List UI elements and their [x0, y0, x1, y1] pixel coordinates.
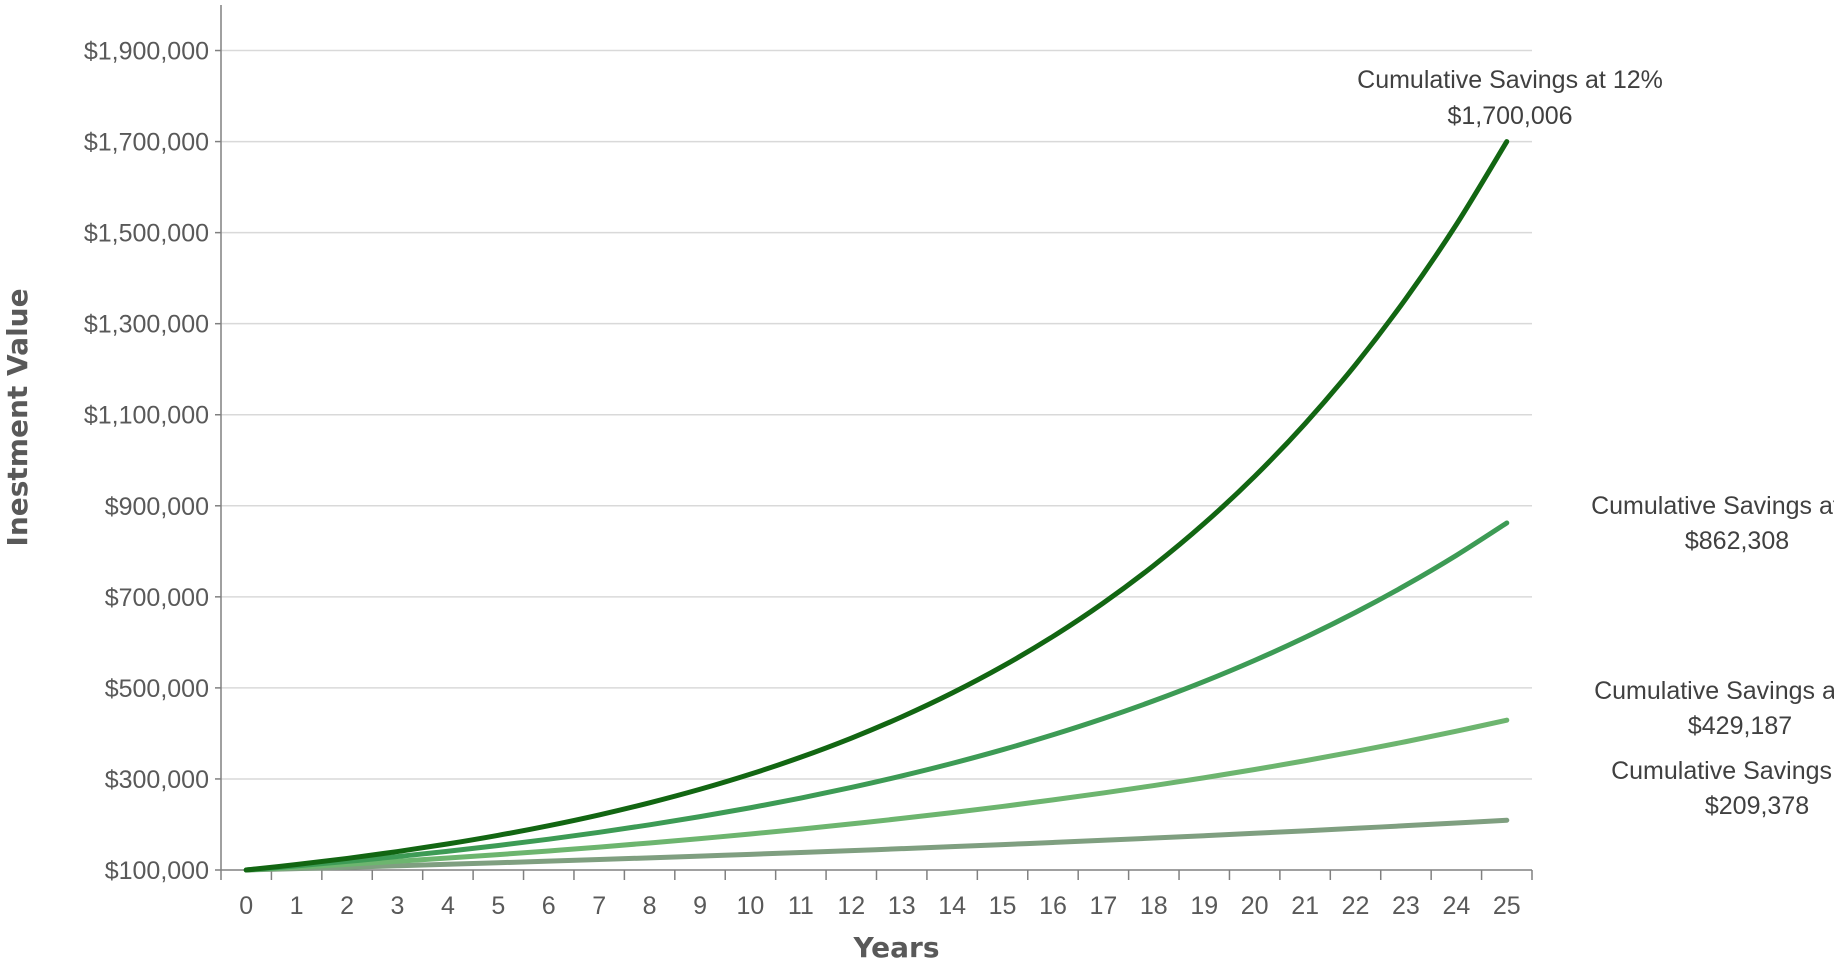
x-tick-label: 22 [1342, 892, 1370, 920]
x-tick-label: 14 [938, 892, 966, 920]
y-tick-label: $300,000 [105, 766, 209, 794]
x-tick-label: 20 [1241, 892, 1269, 920]
x-tick-label: 2 [340, 892, 354, 920]
x-tick-label: 21 [1291, 892, 1319, 920]
x-tick-label: 12 [837, 892, 865, 920]
gridlines [221, 49, 1532, 780]
series-line [243, 139, 1510, 873]
x-tick-label: 4 [441, 892, 455, 920]
x-tick-label: 3 [391, 892, 405, 920]
series-end-label: Cumulative Savings at 3% [1611, 757, 1834, 785]
y-tick-label: $1,300,000 [84, 311, 209, 339]
y-tick-label: $500,000 [105, 675, 209, 703]
x-tick-label: 24 [1442, 892, 1470, 920]
x-tick-label: 16 [1039, 892, 1067, 920]
series-line [243, 520, 1510, 873]
series-end-value: $862,308 [1685, 527, 1789, 555]
x-tick-label: 7 [592, 892, 606, 920]
y-tick-label: $1,700,000 [84, 129, 209, 157]
series-end-labels: Cumulative Savings at 3% $209,378 Cumulati… [1357, 66, 1834, 820]
x-tick-label: 18 [1140, 892, 1168, 920]
x-tick-label: 25 [1493, 892, 1521, 920]
series-end-label: Cumulative Savings at 6% [1594, 677, 1834, 705]
series-end-label: Cumulative Savings at 9% [1591, 492, 1834, 520]
x-tick-label: 15 [989, 892, 1017, 920]
y-tick-label: $1,900,000 [84, 38, 209, 66]
y-tick-label: $1,500,000 [84, 220, 209, 248]
x-tick-label: 1 [290, 892, 304, 920]
x-tick-label: 10 [737, 892, 765, 920]
series-lines [243, 139, 1510, 873]
x-tick-label: 11 [788, 892, 814, 920]
series-line [243, 717, 1510, 873]
series-line [243, 817, 1510, 873]
y-axis-title: Inestment Value [1, 288, 34, 546]
axes: $100,000 $300,000 $500,000 $700,000 $900,000… [84, 5, 1533, 920]
x-tick-label: 6 [542, 892, 556, 920]
y-tick-label: $1,100,000 [84, 402, 209, 430]
x-tick-label: 8 [643, 892, 657, 920]
series-end-value: $1,700,006 [1447, 102, 1572, 130]
x-tick-label: 9 [693, 892, 707, 920]
y-tick-label: $700,000 [105, 584, 209, 612]
x-tick-label: 13 [888, 892, 916, 920]
y-tick-label: $100,000 [105, 857, 209, 885]
x-tick-label: 19 [1190, 892, 1218, 920]
x-tick-label: 23 [1392, 892, 1420, 920]
x-axis-title: Years [852, 931, 939, 964]
series-end-value: $209,378 [1705, 792, 1809, 820]
y-tick-label: $900,000 [105, 493, 209, 521]
series-end-value: $429,187 [1688, 712, 1792, 740]
x-tick-label: 17 [1089, 892, 1117, 920]
x-tick-label: 0 [239, 892, 253, 920]
series-end-label: Cumulative Savings at 12% [1357, 66, 1663, 94]
x-tick-label: 5 [491, 892, 505, 920]
